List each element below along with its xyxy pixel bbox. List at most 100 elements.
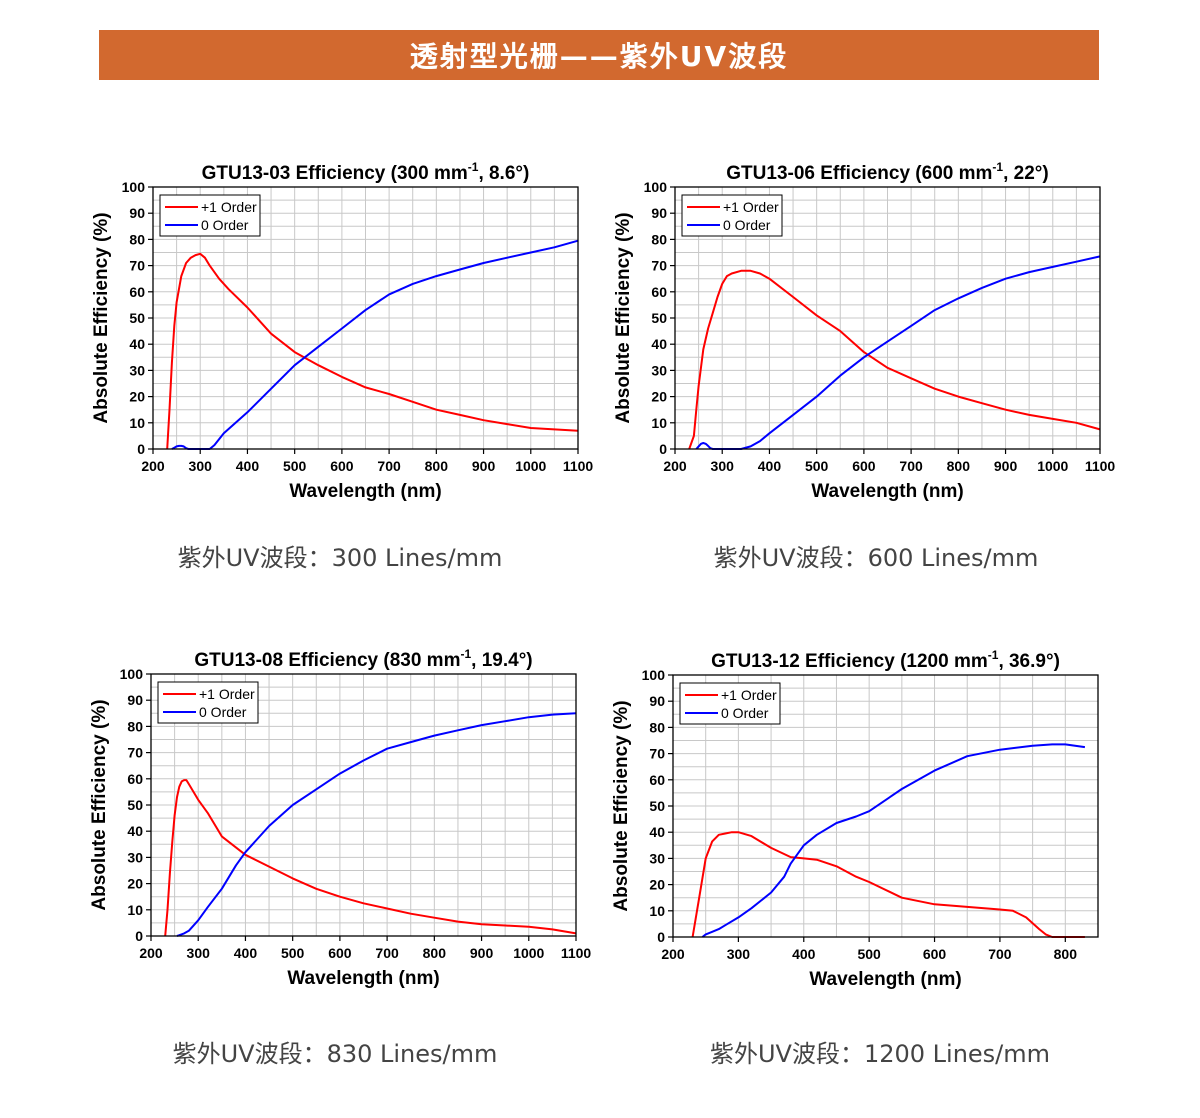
y-tick-label: 100 <box>120 666 144 682</box>
y-tick-label: 10 <box>649 903 665 919</box>
x-tick-label: 300 <box>187 945 211 961</box>
x-tick-label: 1100 <box>1085 458 1116 474</box>
x-tick-label: 700 <box>988 946 1012 962</box>
y-tick-label: 80 <box>129 231 145 247</box>
x-tick-label: 600 <box>923 946 947 962</box>
efficiency-chart-300: 200 300 400 500 600 700 800 900 1000 1100 0 10 20 30 4… <box>80 150 600 510</box>
legend-box <box>157 681 259 724</box>
y-tick-label: 10 <box>651 415 667 431</box>
x-tick-label: 200 <box>141 458 165 474</box>
caption-600: 紫外UV波段：600 Lines/mm <box>713 544 1039 572</box>
x-tick-label: 1000 <box>515 458 546 474</box>
x-tick-label: 700 <box>375 945 399 961</box>
y-tick-label: 20 <box>129 389 145 405</box>
y-tick-label: 60 <box>651 284 667 300</box>
y-tick-label: 100 <box>644 179 668 195</box>
chart-title-main: GTU13-06 Efficiency (600 mm <box>726 163 992 184</box>
y-tick-label: 30 <box>651 362 667 378</box>
y-tick-label: 100 <box>642 667 666 683</box>
series-0-order-line <box>171 239 579 450</box>
chart-title: GTU13-08 Efficiency (830 mm-1, 19.4°) <box>194 647 532 671</box>
x-tick-label: 400 <box>792 946 816 962</box>
chart-svg: 200 300 400 500 600 700 800 0 10 20 30 40 50 60 70 80 90… <box>611 648 1099 990</box>
series-plus1-order-line <box>164 779 577 937</box>
y-tick-label: 20 <box>651 389 667 405</box>
legend-box <box>681 194 783 237</box>
y-tick-label: 10 <box>127 902 143 918</box>
x-tick-label: 200 <box>661 946 685 962</box>
y-tick-label: 70 <box>127 745 143 761</box>
y-tick-label: 100 <box>122 179 146 195</box>
y-tick-label: 10 <box>129 415 145 431</box>
chart-title-superscript: -1 <box>992 160 1003 174</box>
x-axis-label: Wavelength (nm) <box>289 481 441 502</box>
y-tick-label: 60 <box>649 772 665 788</box>
y-tick-label: 30 <box>129 362 145 378</box>
caption-300: 紫外UV波段：300 Lines/mm <box>177 544 503 572</box>
chart-svg: 200 300 400 500 600 700 800 900 1000 1100 0 10 20 30 4… <box>91 160 593 502</box>
legend-label: +1 Order <box>723 199 779 215</box>
efficiency-chart-830: 200 300 400 500 600 700 800 900 1000 1100 0 10 20 30 4… <box>78 637 598 997</box>
x-tick-label: 1100 <box>561 945 592 961</box>
x-tick-label: 200 <box>139 945 163 961</box>
efficiency-chart-1200: 200 300 400 500 600 700 800 0 10 20 30 40 50 60 70 80 90… <box>600 638 1120 998</box>
y-tick-label: 20 <box>649 877 665 893</box>
x-tick-label: 800 <box>947 458 971 474</box>
y-tick-label: 80 <box>127 718 143 734</box>
x-tick-label: 300 <box>189 458 213 474</box>
legend: +1 Order 0 Order <box>681 194 783 237</box>
x-axis-label: Wavelength (nm) <box>811 481 963 502</box>
x-tick-label: 900 <box>472 458 496 474</box>
series-0-order-line <box>176 712 577 937</box>
chart-title-superscript: -1 <box>468 160 479 174</box>
y-tick-label: 90 <box>649 693 665 709</box>
chart-title-main: GTU13-12 Efficiency (1200 mm <box>711 651 988 672</box>
x-tick-label: 500 <box>805 458 829 474</box>
y-tick-label: 0 <box>657 929 665 945</box>
y-tick-label: 60 <box>129 284 145 300</box>
x-tick-label: 200 <box>663 458 687 474</box>
chart-title: GTU13-06 Efficiency (600 mm-1, 22°) <box>726 160 1048 184</box>
chart-title-tail: , 36.9°) <box>998 651 1059 672</box>
y-tick-label: 20 <box>127 876 143 892</box>
y-tick-label: 50 <box>127 797 143 813</box>
y-tick-label: 60 <box>127 771 143 787</box>
x-tick-label: 400 <box>234 945 258 961</box>
x-tick-label: 600 <box>852 458 876 474</box>
x-tick-label: 1000 <box>1037 458 1068 474</box>
y-tick-label: 50 <box>649 798 665 814</box>
series-plus1-order-line <box>691 831 1085 938</box>
x-tick-label: 900 <box>470 945 494 961</box>
x-tick-label: 300 <box>711 458 735 474</box>
legend-label: +1 Order <box>199 686 255 702</box>
y-tick-label: 90 <box>651 205 667 221</box>
x-tick-label: 600 <box>330 458 354 474</box>
y-tick-label: 80 <box>649 719 665 735</box>
series-plus1-order-line <box>688 269 1101 450</box>
chart-title-tail: , 19.4°) <box>471 650 532 671</box>
chart-title: GTU13-12 Efficiency (1200 mm-1, 36.9°) <box>711 648 1060 672</box>
legend-label: 0 Order <box>199 704 247 720</box>
legend-box <box>159 194 261 237</box>
x-tick-label: 500 <box>283 458 307 474</box>
x-axis-label: Wavelength (nm) <box>809 969 961 990</box>
efficiency-chart-600: 200 300 400 500 600 700 800 900 1000 1100 0 10 20 30 4… <box>602 150 1122 510</box>
x-tick-label: 500 <box>857 946 881 962</box>
series-0-order-line <box>695 255 1101 450</box>
y-tick-label: 80 <box>651 231 667 247</box>
legend-label: +1 Order <box>721 687 777 703</box>
x-tick-label: 1000 <box>513 945 544 961</box>
legend: +1 Order 0 Order <box>157 681 259 724</box>
y-tick-label: 40 <box>129 336 145 352</box>
x-tick-label: 400 <box>236 458 260 474</box>
legend: +1 Order 0 Order <box>159 194 261 237</box>
legend-label: 0 Order <box>721 705 769 721</box>
x-tick-label: 800 <box>1054 946 1078 962</box>
x-axis-label: Wavelength (nm) <box>287 968 439 989</box>
y-tick-label: 0 <box>135 928 143 944</box>
chart-title: GTU13-03 Efficiency (300 mm-1, 8.6°) <box>202 160 530 184</box>
chart-svg: 200 300 400 500 600 700 800 900 1000 1100 0 10 20 30 4… <box>613 160 1116 502</box>
caption-830: 紫外UV波段：830 Lines/mm <box>172 1040 498 1068</box>
y-tick-label: 40 <box>127 823 143 839</box>
y-axis-label: Absolute Efficiency (%) <box>89 699 110 910</box>
